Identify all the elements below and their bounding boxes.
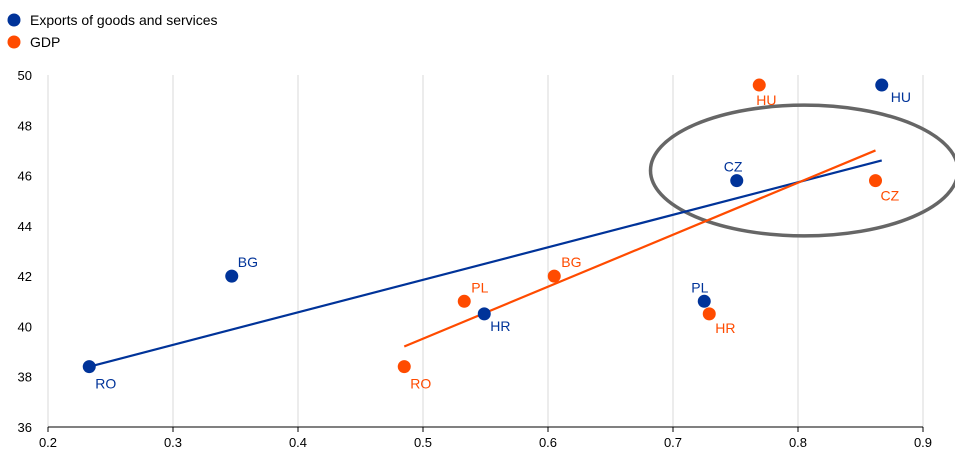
point-label-0-pl: PL — [691, 279, 708, 295]
data-point-1-ro — [398, 360, 411, 373]
y-tick-label-1: 38 — [18, 370, 32, 385]
point-label-1-hr: HR — [715, 320, 735, 336]
data-point-1-hr — [703, 307, 716, 320]
legend: Exports of goods and services GDP — [8, 12, 218, 50]
trendline-series-1 — [404, 150, 875, 346]
x-tick-label-6: 0.8 — [789, 435, 807, 450]
point-label-1-hu: HU — [756, 92, 776, 108]
y-tick-label-2: 40 — [18, 319, 32, 334]
data-point-1-pl — [458, 295, 471, 308]
point-label-1-bg: BG — [561, 254, 581, 270]
legend-marker-gdp — [8, 36, 21, 49]
y-tick-label-7: 50 — [18, 68, 32, 83]
x-tick-label-0: 0.2 — [39, 435, 57, 450]
point-label-0-bg: BG — [238, 254, 258, 270]
data-point-0-cz — [730, 174, 743, 187]
point-label-1-pl: PL — [471, 279, 488, 295]
point-label-0-hr: HR — [490, 318, 510, 334]
data-point-1-cz — [869, 174, 882, 187]
gridlines — [173, 75, 923, 427]
data-points — [83, 79, 889, 374]
axes: 0.2 0.3 0.4 0.5 0.6 0.7 0.8 0.9 36 38 40 42 44 46 48 50 — [18, 68, 933, 450]
data-point-0-ro — [83, 360, 96, 373]
y-tick-label-4: 44 — [18, 219, 32, 234]
x-tick-label-2: 0.4 — [289, 435, 307, 450]
point-label-0-cz: CZ — [724, 159, 743, 175]
x-tick-label-3: 0.5 — [414, 435, 432, 450]
x-tick-label-4: 0.6 — [539, 435, 557, 450]
x-tick-label-1: 0.3 — [164, 435, 182, 450]
legend-item-gdp: GDP — [8, 34, 61, 50]
data-point-0-bg — [225, 270, 238, 283]
y-tick-label-3: 42 — [18, 269, 32, 284]
point-label-1-ro: RO — [410, 376, 431, 392]
data-point-1-bg — [548, 270, 561, 283]
data-point-1-hu — [753, 79, 766, 92]
trendlines — [89, 150, 882, 366]
x-tick-label-7: 0.9 — [914, 435, 932, 450]
y-tick-label-5: 46 — [18, 169, 32, 184]
x-tick-label-5: 0.7 — [664, 435, 682, 450]
y-tick-label-6: 48 — [18, 118, 32, 133]
y-tick-label-0: 36 — [18, 420, 32, 435]
data-point-0-pl — [698, 295, 711, 308]
highlight-ellipse — [651, 105, 955, 236]
legend-marker-exports — [8, 14, 21, 27]
point-label-0-hu: HU — [891, 89, 911, 105]
trendline-series-0 — [89, 160, 882, 366]
point-label-1-cz: CZ — [881, 188, 900, 204]
legend-label-exports: Exports of goods and services — [30, 12, 218, 28]
annotation-layer — [651, 105, 955, 236]
legend-label-gdp: GDP — [30, 34, 60, 50]
point-labels: RO BG HR PL CZ HU RO PL BG HR HU CZ — [95, 89, 911, 392]
data-point-0-hu — [875, 79, 888, 92]
point-label-0-ro: RO — [95, 376, 116, 392]
data-point-0-hr — [478, 307, 491, 320]
legend-item-exports: Exports of goods and services — [8, 12, 218, 28]
